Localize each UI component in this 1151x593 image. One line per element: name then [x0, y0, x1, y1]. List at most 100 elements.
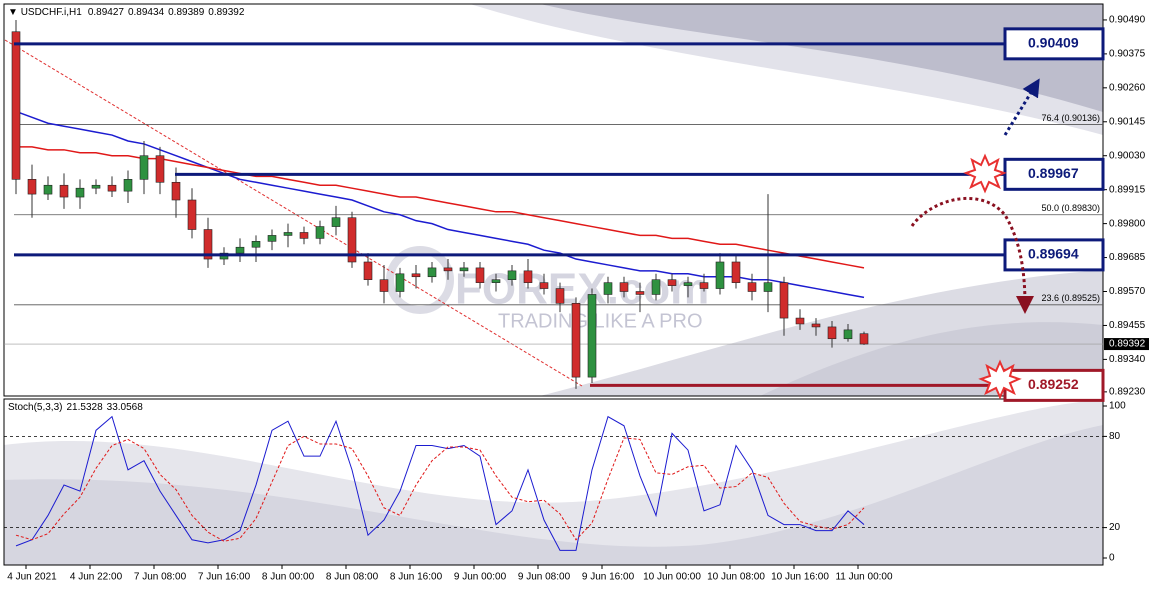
x-tick-label: 9 Jun 00:00 [454, 572, 507, 583]
candle-body [155, 155, 165, 183]
level-label: 0.90409 [1028, 35, 1079, 51]
candle-body [827, 326, 837, 340]
candle-body [139, 155, 149, 180]
candle-body [251, 241, 261, 248]
stoch-line [15, 435, 865, 542]
fib-label: 50.0 (0.89830) [1041, 203, 1100, 213]
candle-body [395, 273, 405, 292]
y-tick-label: 0.90030 [1109, 150, 1146, 161]
y-tick-label: 0.89685 [1109, 252, 1146, 263]
candle-body [651, 279, 661, 295]
stoch-name: Stoch(5,3,3) [8, 402, 62, 413]
stoch-frame [3, 398, 1104, 566]
header-arrow: ▼ [8, 7, 21, 18]
candle-body [843, 329, 853, 340]
candle-body [459, 267, 469, 272]
candle-body [715, 261, 725, 289]
level-box [1003, 157, 1105, 191]
candle-body [779, 282, 789, 319]
candle-body [107, 184, 117, 192]
level-label: 0.89694 [1028, 246, 1079, 262]
candle-body [619, 282, 629, 292]
candle-body [731, 261, 741, 283]
candle-body [315, 226, 325, 239]
level-box [1003, 238, 1105, 272]
candle-body [667, 279, 677, 286]
candle-body [763, 282, 773, 292]
x-tick-label: 10 Jun 16:00 [771, 572, 829, 583]
x-tick-label: 9 Jun 08:00 [518, 572, 571, 583]
candle-body [507, 270, 517, 280]
candle-body [523, 270, 533, 283]
x-tick-label: 7 Jun 08:00 [134, 572, 187, 583]
level-label: 0.89252 [1028, 376, 1079, 392]
candle-body [571, 303, 581, 378]
candle-body [379, 279, 389, 292]
stoch-title: Stoch(5,3,3) 21.5328 33.0568 [8, 402, 143, 413]
x-tick-label: 7 Jun 16:00 [198, 572, 251, 583]
y-tick-label: 0.89915 [1109, 184, 1146, 195]
y-tick-label: 0.89230 [1109, 387, 1146, 398]
candle-body [539, 282, 549, 289]
header-close: 0.89392 [208, 7, 245, 18]
candle-body [443, 267, 453, 272]
current-price-box [1104, 338, 1149, 351]
watermark-brand: FOREX.com [455, 265, 709, 314]
fib-trendline [4, 39, 583, 387]
y-tick-label: 0 [1109, 553, 1115, 564]
x-tick-label: 11 Jun 00:00 [835, 572, 893, 583]
watermark-tagline: TRADING LIKE A PRO [498, 310, 703, 332]
candle-body [411, 273, 421, 278]
candle-body [475, 267, 485, 283]
candle-body [43, 184, 53, 195]
candle-body [747, 282, 757, 292]
header-high: 0.89434 [128, 7, 165, 18]
stoch-main: 21.5328 [66, 402, 103, 413]
main-background [470, 4, 1103, 396]
header-open: 0.89427 [88, 7, 125, 18]
candle-body [683, 282, 693, 286]
header-low: 0.89389 [168, 7, 205, 18]
candle-body [11, 31, 21, 180]
candle-body [59, 184, 69, 198]
candle-body [235, 246, 245, 254]
x-tick-label: 8 Jun 16:00 [390, 572, 443, 583]
main-panel [4, 19, 1103, 389]
candle-body [331, 217, 341, 227]
stoch-line [15, 415, 865, 551]
x-tick-label: 4 Jun 22:00 [70, 572, 123, 583]
stoch-signal: 33.0568 [107, 402, 144, 413]
candle-body [267, 235, 277, 242]
candle-body [603, 282, 613, 295]
y-tick-label: 0.89800 [1109, 218, 1146, 229]
stoch-panel [4, 415, 1103, 551]
y-tick-label: 20 [1109, 522, 1121, 533]
burst [963, 153, 1007, 194]
candle-body [427, 267, 437, 278]
y-tick-label: 0.90490 [1109, 15, 1146, 26]
y-tick-label: 100 [1109, 401, 1126, 412]
header: ▼ USDCHF.i,H1 0.89427 0.89434 0.89389 0.8939… [8, 7, 245, 18]
candle-body [811, 323, 821, 328]
candle-body [123, 179, 133, 192]
level-box [1003, 368, 1105, 402]
candle-body [859, 333, 869, 345]
symbol: USDCHF.i,H1 [21, 7, 83, 18]
candle-body [635, 291, 645, 295]
candle-body [555, 288, 565, 304]
y-tick-label: 0.90145 [1109, 116, 1146, 127]
candle-body [187, 199, 197, 230]
x-tick-label: 8 Jun 00:00 [262, 572, 315, 583]
fib-label: 23.6 (0.89525) [1041, 293, 1100, 303]
fib-label: 76.4 (0.90136) [1041, 113, 1100, 123]
main-frame [3, 3, 1104, 397]
x-tick-label: 9 Jun 16:00 [582, 572, 635, 583]
candle-body [699, 282, 709, 289]
burst [978, 359, 1022, 400]
y-tick-label: 0.90260 [1109, 82, 1146, 93]
x-tick-label: 10 Jun 08:00 [707, 572, 765, 583]
y-tick-label: 0.89340 [1109, 354, 1146, 365]
level-label: 0.89967 [1028, 165, 1079, 181]
y-tick-label: 0.89455 [1109, 320, 1146, 331]
